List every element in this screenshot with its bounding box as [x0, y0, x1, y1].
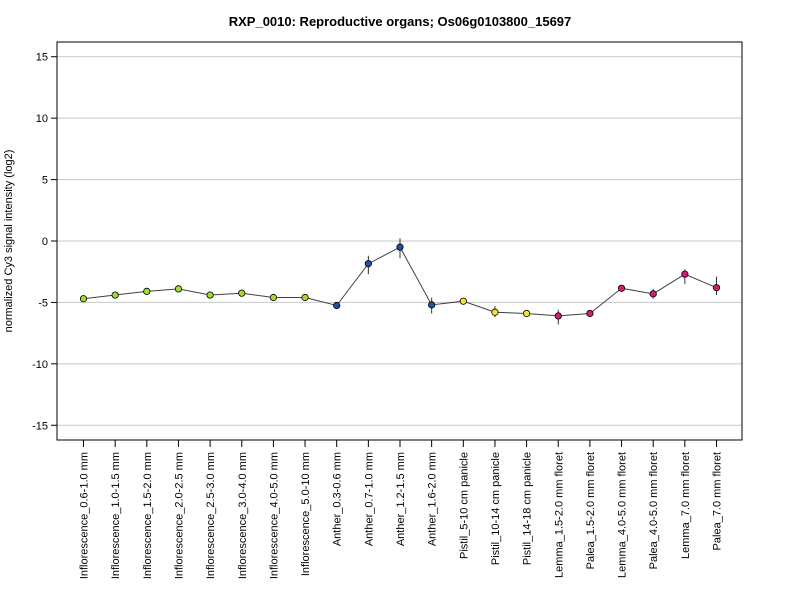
x-tick-label: Anther_0.7-1.0 mm: [363, 452, 375, 546]
data-point: [206, 291, 214, 299]
x-tick-label: Inflorescence_2.0-2.5 mm: [173, 452, 185, 579]
x-tick-label: Inflorescence_3.0-4.0 mm: [237, 452, 249, 579]
x-tick-label: Pistil_14-18 cm panicle: [522, 452, 534, 565]
data-point: [79, 295, 88, 303]
data-point: [301, 293, 309, 302]
data-point: [522, 309, 531, 318]
x-tick-label: Palea_1.5-2.0 mm floret: [585, 452, 597, 569]
x-tick-label: Inflorescence_0.6-1.0 mm: [79, 452, 91, 579]
y-tick-label: -5: [38, 297, 48, 309]
data-point: [428, 301, 436, 309]
data-point: [364, 260, 372, 268]
data-point: [143, 287, 151, 295]
y-tick-label: -15: [32, 420, 48, 432]
x-tick-label: Anther_1.6-2.0 mm: [427, 452, 439, 546]
data-point: [333, 301, 341, 310]
x-tick-label: Inflorescence_2.5-3.0 mm: [205, 452, 217, 579]
chart-title: RXP_0010: Reproductive organs; Os06g0103…: [229, 14, 572, 29]
data-point: [491, 308, 499, 316]
data-point: [396, 243, 404, 251]
grid-layer: [57, 56, 742, 426]
data-point: [681, 270, 689, 278]
data-point: [269, 293, 277, 302]
x-tick-label: Lemma_1.5-2.0 mm floret: [553, 452, 565, 578]
x-tick-label: Inflorescence_1.0-1.5 mm: [110, 452, 122, 579]
x-tick-label: Lemma_4.0-5.0 mm floret: [617, 452, 629, 578]
y-axis-label: normalized Cy3 signal intensity (log2): [3, 150, 15, 333]
x-axis: Inflorescence_0.6-1.0 mm Inflorescence_1.…: [79, 440, 724, 579]
x-tick-label: Palea_4.0-5.0 mm floret: [648, 452, 660, 569]
y-tick-label: 5: [42, 175, 48, 187]
y-tick-label: 0: [42, 236, 48, 248]
x-tick-label: Palea_7.0 mm floret: [712, 452, 724, 550]
data-point: [174, 285, 183, 293]
y-tick-label: -10: [32, 359, 48, 371]
data-point: [238, 289, 246, 297]
data-point: [459, 297, 467, 305]
y-axis: 15 10 5 0 -5 -10 -15: [32, 52, 57, 432]
y-tick-label: 15: [36, 52, 48, 64]
data-point: [617, 284, 626, 292]
x-tick-label: Lemma_7.0 mm floret: [680, 452, 692, 559]
x-tick-label: Inflorescence_5.0-10 mm: [300, 452, 312, 576]
x-tick-label: Anther_1.2-1.5 mm: [395, 452, 407, 546]
data-point: [586, 309, 594, 318]
y-tick-label: 10: [36, 113, 48, 125]
data-point: [712, 284, 721, 292]
data-point: [111, 291, 119, 299]
data-point: [554, 312, 562, 320]
x-tick-label: Inflorescence_1.5-2.0 mm: [142, 452, 154, 579]
x-tick-label: Inflorescence_4.0-5.0 mm: [268, 452, 280, 579]
series-layer: [79, 238, 721, 325]
data-point: [649, 290, 657, 298]
x-tick-label: Pistil_5-10 cm panicle: [458, 452, 470, 559]
x-tick-label: Anther_0.3-0.6 mm: [332, 452, 344, 546]
x-tick-label: Pistil_10-14 cm panicle: [490, 452, 502, 565]
